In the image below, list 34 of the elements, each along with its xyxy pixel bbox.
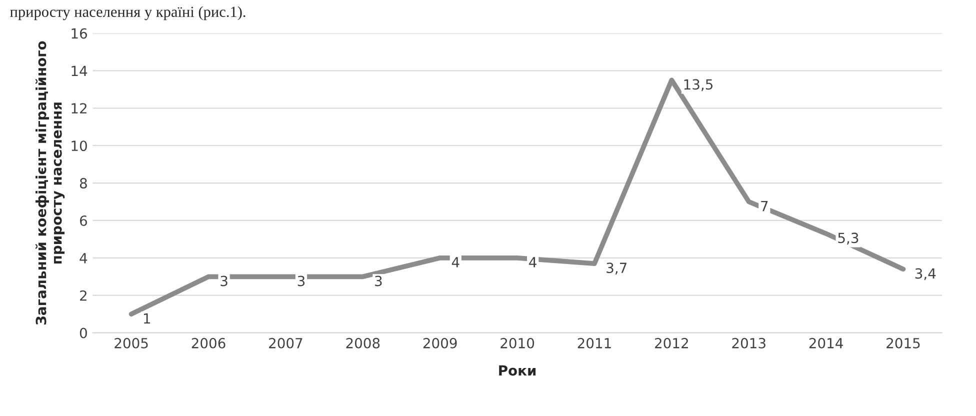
data-label: 3 (220, 276, 228, 286)
data-label: 5,3 (838, 232, 858, 245)
x-tick-label: 2011 (578, 338, 611, 348)
y-tick-label: 2 (80, 290, 86, 301)
y-axis-title: Загальний коефіцієнт міграційного приросту населення (35, 41, 65, 325)
data-label: 4 (529, 257, 536, 268)
y-tick-label: 16 (72, 28, 87, 39)
x-axis-title: Роки (499, 365, 536, 376)
x-tick-label: 2009 (423, 338, 457, 348)
x-tick-label: 2014 (809, 338, 843, 348)
data-label: 4 (452, 257, 460, 268)
x-tick-label: 2008 (346, 338, 380, 348)
y-tick-label: 14 (72, 66, 88, 76)
data-label: 3,7 (606, 262, 626, 275)
y-tick-label: 6 (80, 215, 87, 226)
x-tick-label: 2010 (500, 338, 534, 348)
x-tick-label: 2007 (269, 338, 302, 348)
x-tick-label: 2005 (114, 338, 148, 348)
data-label: 3 (298, 276, 305, 286)
y-tick-label: 4 (80, 253, 88, 264)
y-tick-label: 0 (80, 328, 87, 338)
y-tick-label: 12 (72, 103, 86, 114)
text: приросту населення у країні (рис.1). (10, 6, 246, 20)
x-tick-label: 2013 (732, 338, 766, 348)
data-label: 3,4 (915, 268, 936, 280)
y-tick-label: 8 (80, 178, 87, 189)
data-label: 7 (761, 201, 768, 212)
data-label: 1 (144, 313, 150, 324)
data-label: 13,5 (684, 79, 712, 92)
data-label: 3 (375, 276, 382, 286)
y-tick-label: 10 (72, 140, 87, 152)
x-tick-label: 2012 (655, 338, 688, 348)
x-tick-label: 2006 (192, 338, 226, 348)
x-tick-label: 2015 (886, 338, 920, 348)
